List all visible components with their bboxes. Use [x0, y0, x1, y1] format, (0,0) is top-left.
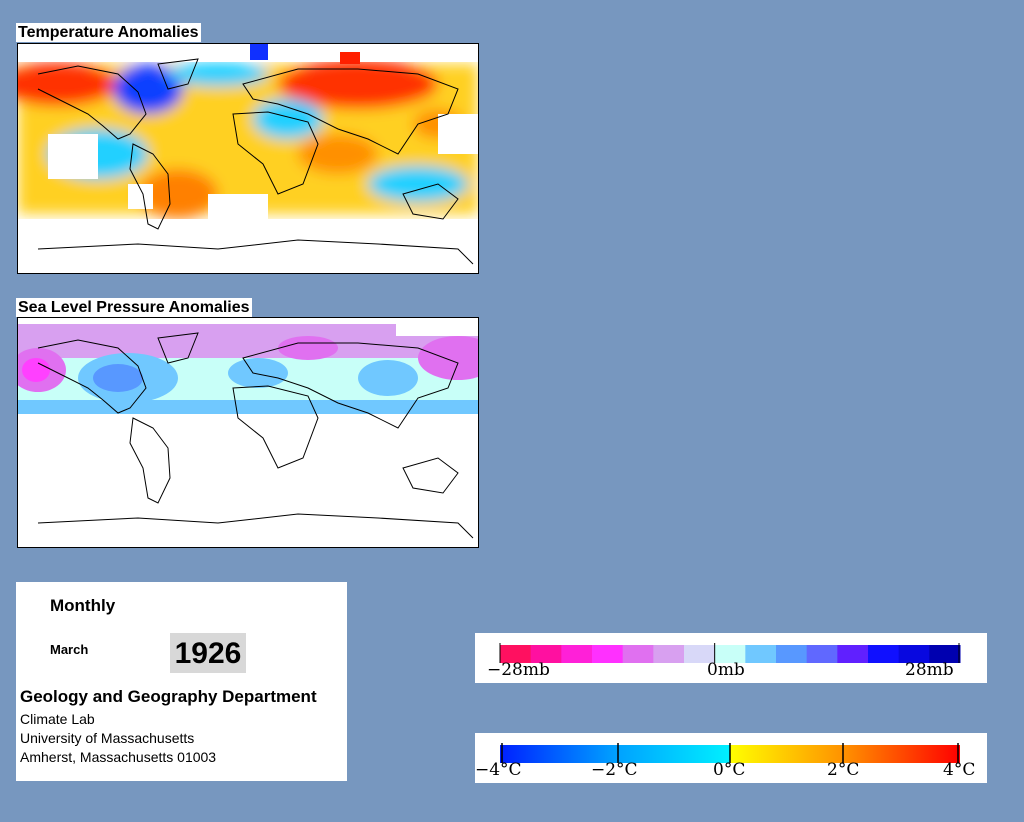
department-label: Geology and Geography Department: [20, 687, 317, 706]
temperature-tick-neg2: −2°C: [591, 760, 638, 780]
temperature-anomaly-map: [17, 43, 479, 274]
month-label: March: [50, 642, 89, 657]
pressure-panel-title: Sea Level Pressure Anomalies: [16, 298, 252, 317]
year-label: 1926: [170, 633, 246, 673]
lab-label: Climate Lab: [20, 711, 95, 727]
pressure-tick-zero: 0mb: [707, 660, 745, 680]
university-label: University of Massachusetts: [20, 730, 195, 746]
pressure-legend-swatch: [622, 645, 654, 663]
pressure-legend-swatch: [898, 645, 930, 663]
pressure-tick-max: 28mb: [905, 660, 954, 680]
temperature-tick-pos2: 2°C: [827, 760, 860, 780]
pressure-legend-swatch: [714, 645, 746, 663]
pressure-legend-swatch: [592, 645, 624, 663]
pressure-legend-swatch: [500, 645, 532, 663]
temperature-panel-title: Temperature Anomalies: [16, 23, 201, 42]
pressure-legend-swatch: [837, 645, 869, 663]
temperature-legend-colorbar: [500, 743, 960, 763]
temperature-map-graphic: [18, 44, 478, 273]
info-panel: Monthly March 1926 Geology and Geography…: [16, 582, 347, 781]
pressure-legend-swatch: [868, 645, 900, 663]
pressure-legend-swatch: [776, 645, 808, 663]
pressure-legend-swatch: [530, 645, 562, 663]
pressure-legend: −28mb 0mb 28mb: [475, 633, 987, 683]
pressure-map-graphic: [18, 318, 478, 539]
temperature-tick-pos4: 4°C: [943, 760, 976, 780]
pressure-legend-swatch: [806, 645, 838, 663]
pressure-legend-swatch: [745, 645, 777, 663]
period-label: Monthly: [50, 596, 116, 615]
pressure-tick-min: −28mb: [487, 660, 550, 680]
address-label: Amherst, Massachusetts 01003: [20, 749, 217, 765]
temperature-tick-zero: 0°C: [713, 760, 746, 780]
pressure-anomaly-map: [17, 317, 479, 548]
pressure-legend-swatch: [653, 645, 685, 663]
temperature-legend: −4°C −2°C 0°C 2°C 4°C: [475, 733, 987, 783]
pressure-legend-swatch: [684, 645, 716, 663]
temperature-tick-neg4: −4°C: [475, 760, 522, 780]
pressure-legend-swatch: [561, 645, 593, 663]
pressure-legend-swatch: [929, 645, 961, 663]
pressure-legend-colorbar: [499, 643, 961, 663]
